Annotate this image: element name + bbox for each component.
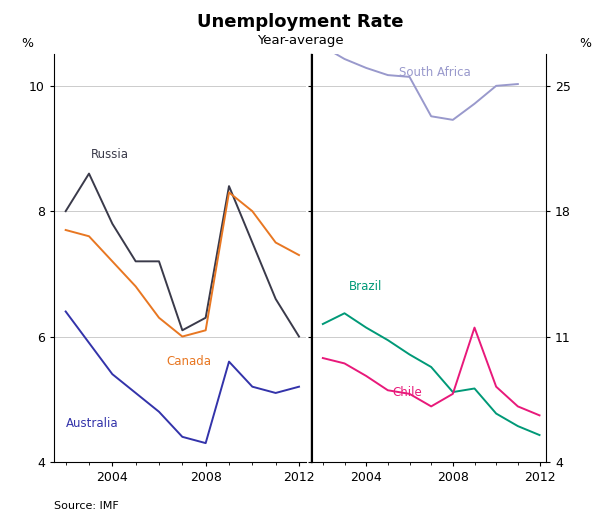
Text: %: %: [21, 37, 33, 50]
Text: Unemployment Rate: Unemployment Rate: [197, 13, 403, 31]
Text: %: %: [579, 37, 591, 50]
Text: Russia: Russia: [91, 148, 130, 161]
Text: South Africa: South Africa: [398, 66, 470, 79]
Text: Australia: Australia: [65, 417, 118, 430]
Text: Source: IMF: Source: IMF: [54, 501, 119, 511]
Text: Chile: Chile: [392, 386, 422, 399]
Text: Canada: Canada: [166, 355, 211, 368]
Text: Brazil: Brazil: [349, 280, 382, 293]
Text: Year-average: Year-average: [257, 34, 343, 47]
